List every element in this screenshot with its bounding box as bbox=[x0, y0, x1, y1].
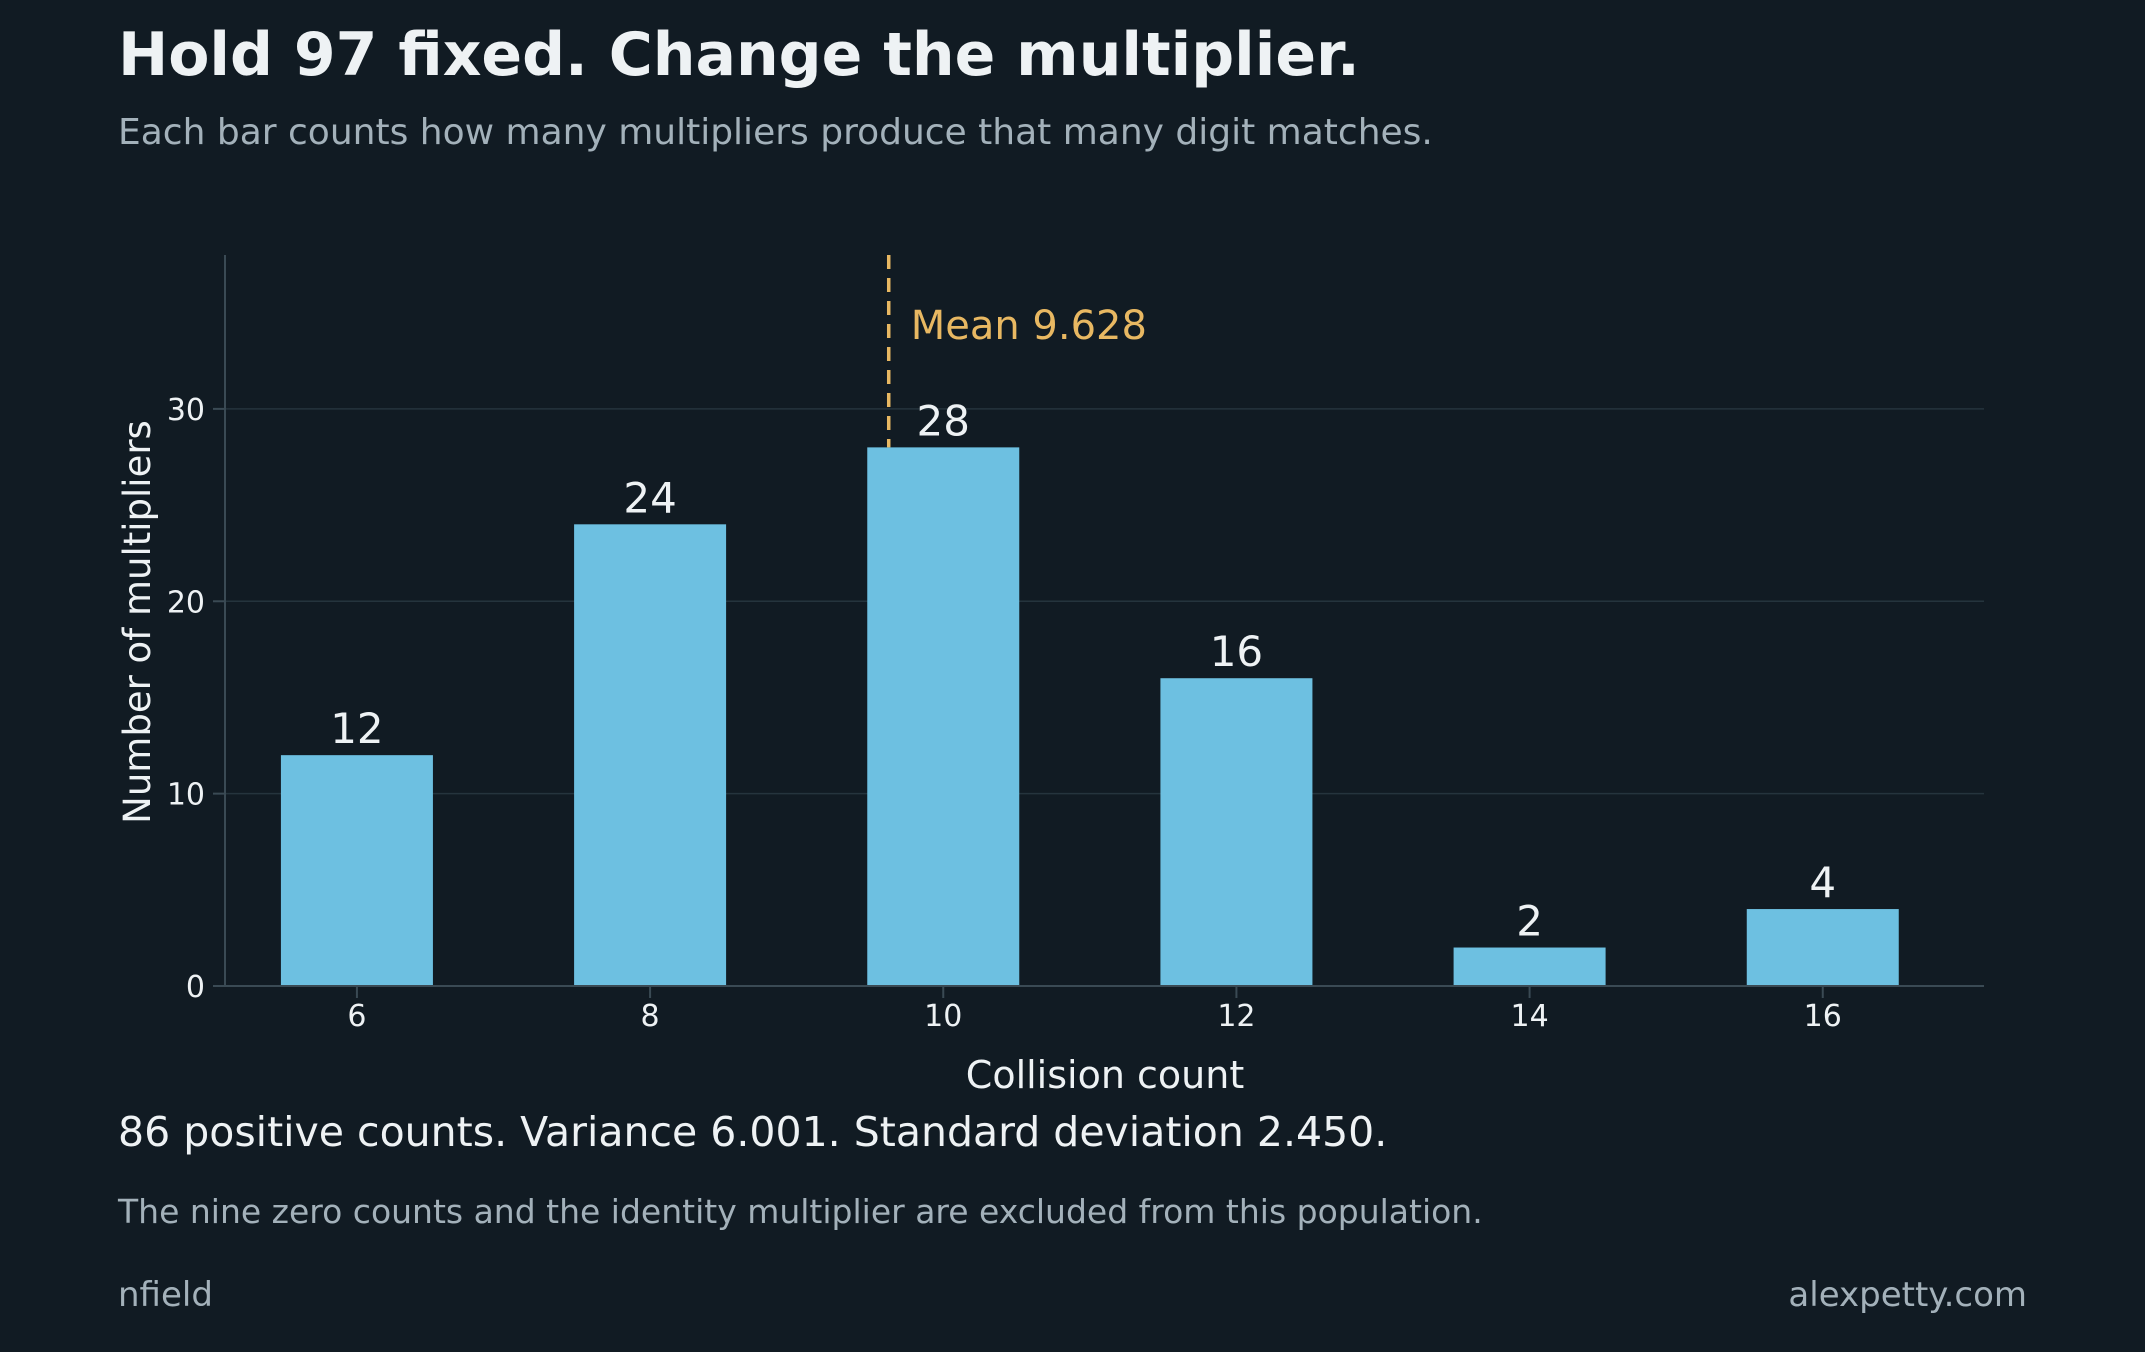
x-tick-label-6: 6 bbox=[347, 999, 366, 1034]
bar-16 bbox=[1746, 909, 1899, 986]
data-label-10: 28 bbox=[917, 396, 970, 445]
chart-subtitle: Each bar counts how many multipliers pro… bbox=[118, 112, 1433, 153]
y-axis-label: Number of multipliers bbox=[116, 420, 159, 824]
y-tick-label-0: 0 bbox=[186, 970, 205, 1005]
footer-source: nfield bbox=[118, 1275, 213, 1315]
bar-10 bbox=[867, 447, 1020, 986]
mean-label: Mean 9.628 bbox=[911, 303, 1147, 349]
bar-12 bbox=[1160, 678, 1313, 986]
chart-title: Hold 97 fixed. Change the multiplier. bbox=[118, 20, 1360, 90]
bars bbox=[280, 447, 1899, 986]
summary-stats: 86 positive counts. Variance 6.001. Stan… bbox=[118, 1108, 1388, 1156]
exclusion-note: The nine zero counts and the identity mu… bbox=[118, 1192, 1483, 1231]
y-tick-label-10: 10 bbox=[167, 778, 205, 813]
y-tick-label-20: 20 bbox=[167, 585, 205, 620]
footer-site: alexpetty.com bbox=[1788, 1275, 2027, 1315]
tick-labels: 0 10 20 30 6 8 10 12 14 16 bbox=[167, 393, 1842, 1034]
x-tick-label-12: 12 bbox=[1217, 999, 1255, 1034]
axes bbox=[213, 255, 1984, 998]
x-tick-label-10: 10 bbox=[924, 999, 962, 1034]
x-tick-label-14: 14 bbox=[1510, 999, 1548, 1034]
x-tick-label-16: 16 bbox=[1804, 999, 1842, 1034]
data-label-8: 24 bbox=[623, 473, 676, 522]
y-tick-label-30: 30 bbox=[167, 393, 205, 428]
bar-8 bbox=[574, 524, 727, 986]
x-tick-label-8: 8 bbox=[641, 999, 660, 1034]
data-label-12: 16 bbox=[1210, 627, 1263, 676]
grid-lines bbox=[225, 408, 1984, 795]
data-label-6: 12 bbox=[330, 704, 383, 753]
bar-14 bbox=[1453, 947, 1606, 986]
bar-6 bbox=[280, 755, 433, 986]
data-label-14: 2 bbox=[1516, 897, 1543, 946]
data-label-16: 4 bbox=[1809, 858, 1836, 907]
mean-marker: Mean 9.628 bbox=[886, 255, 1147, 448]
x-axis-label: Collision count bbox=[966, 1053, 1244, 1097]
